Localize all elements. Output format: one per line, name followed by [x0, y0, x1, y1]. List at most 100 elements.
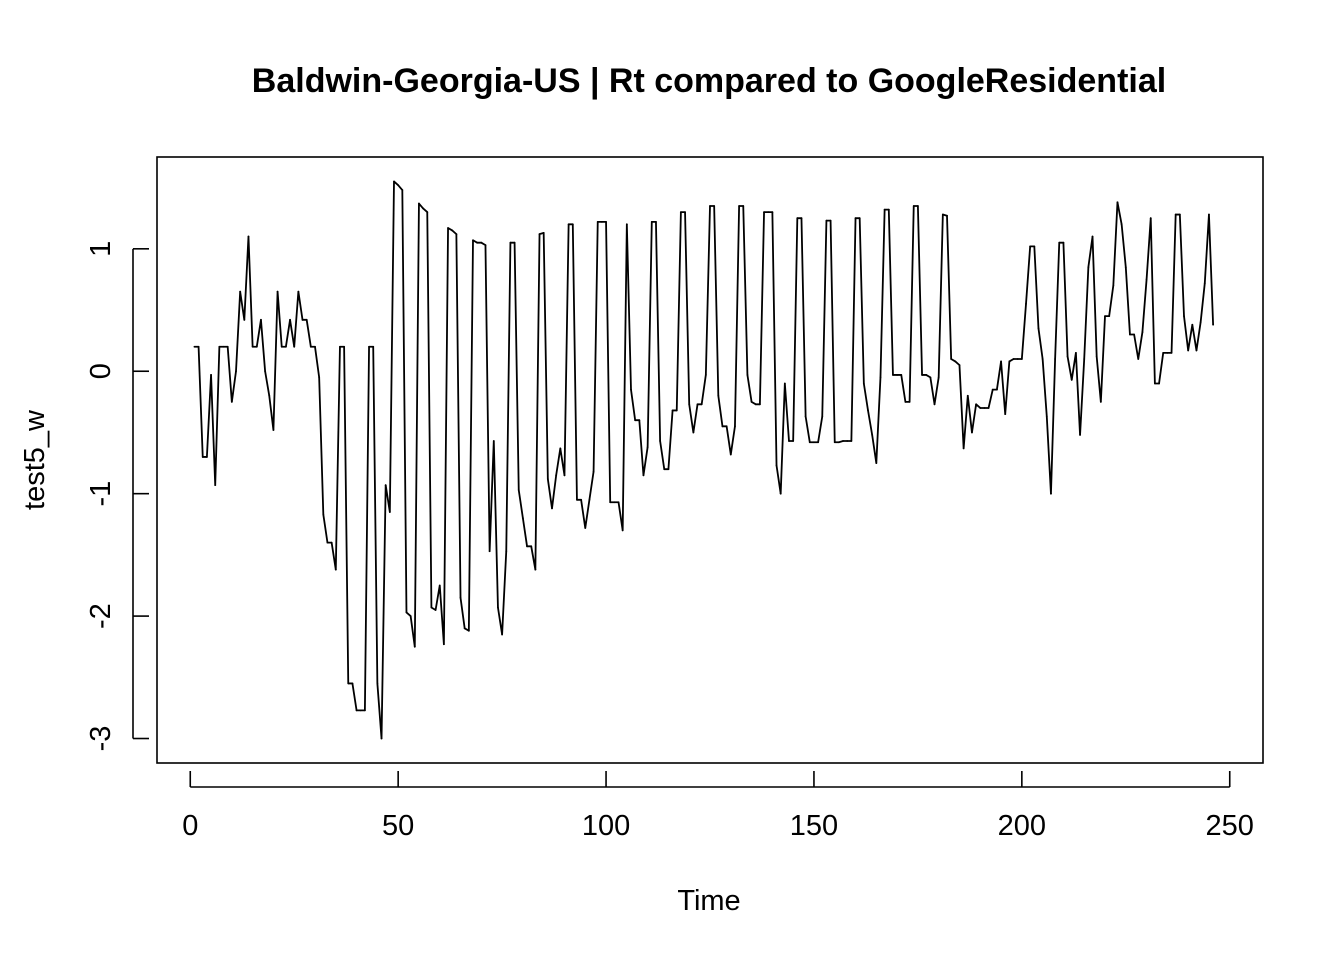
- y-tick-label: 0: [85, 363, 117, 379]
- data-point: [846, 440, 849, 442]
- data-point: [1054, 358, 1057, 360]
- data-point: [1137, 358, 1140, 360]
- x-tick-label: 250: [1206, 810, 1254, 842]
- data-point: [426, 211, 429, 213]
- data-point: [1129, 333, 1131, 336]
- data-point: [1203, 282, 1206, 284]
- data-point: [704, 374, 707, 376]
- data-point: [484, 244, 487, 247]
- data-point: [675, 409, 678, 412]
- data-point: [584, 527, 587, 529]
- data-point: [979, 407, 982, 409]
- data-point: [538, 233, 541, 236]
- data-point: [193, 345, 196, 348]
- data-point: [1083, 358, 1086, 360]
- data-point: [384, 484, 387, 486]
- data-point: [950, 358, 953, 360]
- data-point: [501, 633, 504, 636]
- data-point: [842, 440, 844, 442]
- data-point: [1008, 360, 1011, 363]
- data-point: [563, 474, 566, 477]
- data-point: [717, 394, 720, 397]
- data-point: [613, 501, 616, 504]
- data-point: [916, 205, 919, 207]
- y-tick-label: -1: [85, 481, 117, 507]
- data-point: [1087, 266, 1090, 269]
- x-tick-label: 150: [790, 810, 838, 842]
- x-axis-label: Time: [677, 885, 740, 917]
- data-point: [954, 360, 957, 363]
- data-point: [255, 345, 258, 348]
- data-point: [1108, 315, 1111, 318]
- data-point: [617, 501, 620, 504]
- data-point: [393, 180, 395, 183]
- data-point: [1199, 321, 1202, 324]
- data-point: [754, 403, 757, 406]
- data-point: [239, 290, 242, 293]
- x-tick-label: 50: [382, 810, 414, 842]
- data-points: [193, 180, 1215, 740]
- data-point: [305, 318, 308, 321]
- data-point: [783, 382, 786, 385]
- data-point: [1029, 245, 1032, 248]
- data-point: [788, 440, 790, 442]
- data-point: [476, 241, 479, 244]
- data-point: [933, 403, 936, 406]
- data-point: [1174, 213, 1177, 216]
- data-point: [671, 409, 674, 412]
- data-point: [638, 419, 641, 422]
- data-point: [937, 376, 940, 379]
- data-point: [430, 606, 433, 609]
- data-point: [850, 440, 853, 442]
- data-point: [738, 205, 741, 207]
- data-point: [555, 474, 558, 477]
- data-point: [646, 446, 649, 449]
- data-point: [463, 627, 466, 630]
- data-point: [1095, 355, 1098, 358]
- data-point: [480, 241, 483, 244]
- data-point: [401, 189, 404, 191]
- data-point: [921, 374, 923, 376]
- x-tick-label: 200: [998, 810, 1046, 842]
- data-point: [983, 407, 986, 409]
- data-point: [534, 568, 537, 571]
- data-point: [892, 374, 894, 376]
- data-point: [634, 419, 637, 422]
- data-point: [397, 184, 400, 187]
- data-point: [854, 217, 857, 220]
- x-axis: 0 50 100 150 200 250: [182, 771, 1254, 842]
- data-point: [696, 403, 699, 406]
- data-point: [289, 318, 291, 321]
- data-point: [829, 219, 832, 222]
- data-point: [438, 584, 441, 587]
- data-point: [775, 464, 778, 467]
- data-point: [276, 290, 279, 293]
- data-point: [858, 217, 861, 220]
- data-point: [883, 208, 886, 211]
- data-point: [605, 220, 607, 223]
- y-tick-label: -3: [85, 726, 117, 752]
- data-point: [763, 211, 765, 213]
- data-point: [966, 394, 969, 397]
- data-point: [526, 545, 528, 548]
- data-point: [559, 447, 562, 450]
- data-point: [625, 223, 628, 226]
- data-point: [725, 425, 728, 428]
- data-point: [1158, 382, 1160, 385]
- data-point: [679, 211, 682, 213]
- data-point: [205, 456, 208, 458]
- data-point: [663, 468, 666, 471]
- data-point: [542, 232, 545, 234]
- data-point: [987, 407, 990, 409]
- data-point: [904, 400, 907, 403]
- data-point: [713, 205, 716, 207]
- data-point: [1045, 415, 1048, 418]
- data-point: [659, 440, 662, 442]
- data-point: [912, 205, 915, 207]
- data-point: [243, 318, 246, 321]
- data-point: [729, 453, 732, 456]
- data-point: [958, 364, 961, 367]
- data-point: [576, 498, 578, 501]
- data-point: [230, 400, 233, 403]
- data-point: [875, 462, 878, 464]
